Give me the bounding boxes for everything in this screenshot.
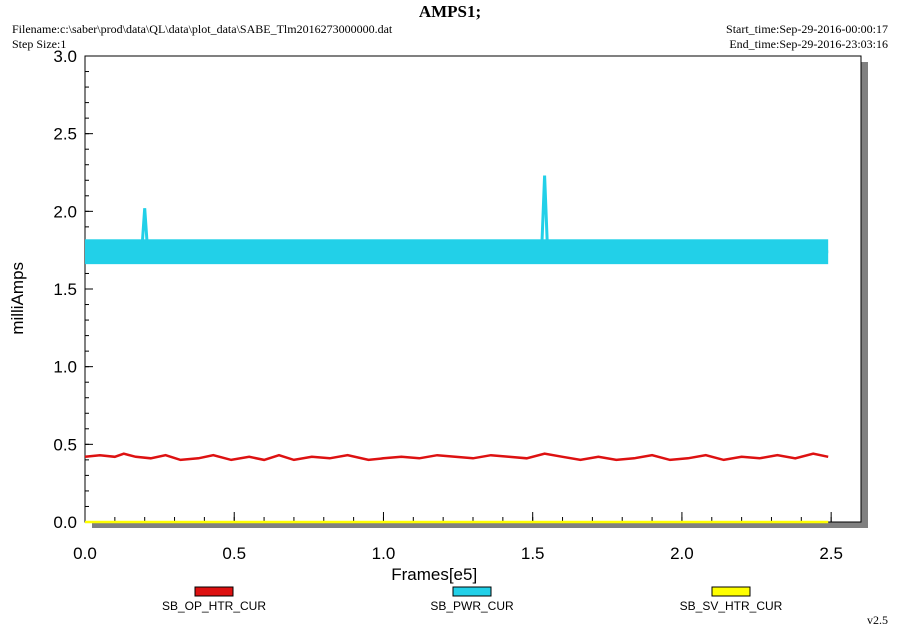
axis-labels: 0.0 0.5 1.0 1.5 2.0 2.5 3.0 0.0 0.5 1.0 1.5 2.0 2.5 F…	[8, 47, 843, 584]
y-tick-label: 0.0	[53, 513, 77, 532]
x-tick-label: 2.0	[670, 544, 694, 563]
y-tick-label: 1.5	[53, 280, 77, 299]
x-tick-label: 0.5	[222, 544, 246, 563]
chart-title: AMPS1;	[418, 2, 482, 21]
series-line-sb_op_htr_cur	[84, 452, 829, 462]
version-label: v2.5	[867, 613, 888, 627]
legend-swatch	[711, 586, 751, 597]
x-tick-label: 1.0	[372, 544, 396, 563]
y-axis-label: milliAmps	[8, 262, 27, 335]
legend-label: SB_SV_HTR_CUR	[680, 599, 783, 613]
legend-swatch	[452, 586, 492, 597]
filename-label: Filename:c:\saber\prod\data\QL\data\plot…	[12, 22, 393, 36]
x-axis-label: Frames[e5]	[391, 565, 477, 584]
x-tick-label: 0.0	[73, 544, 97, 563]
legend: SB_OP_HTR_CUR SB_PWR_CUR SB_SV_HTR_CUR	[162, 586, 783, 613]
series-line-sb_pwr_cur	[85, 175, 829, 254]
series-group	[84, 175, 829, 524]
legend-label: SB_PWR_CUR	[430, 599, 514, 613]
y-tick-label: 3.0	[53, 47, 77, 66]
y-tick-label: 2.0	[53, 202, 77, 221]
legend-swatch	[194, 586, 234, 597]
start-time-label: Start_time:Sep-29-2016-00:00:17	[726, 22, 888, 36]
plot-area	[84, 55, 862, 523]
y-tick-label: 1.0	[53, 358, 77, 377]
step-size-label: Step Size:1	[12, 37, 67, 51]
y-tick-label: 2.5	[53, 125, 77, 144]
x-tick-label: 2.5	[819, 544, 843, 563]
y-tick-label: 0.5	[53, 435, 77, 454]
end-time-label: End_time:Sep-29-2016-23:03:16	[729, 37, 888, 51]
legend-label: SB_OP_HTR_CUR	[162, 599, 266, 613]
x-tick-label: 1.5	[521, 544, 545, 563]
